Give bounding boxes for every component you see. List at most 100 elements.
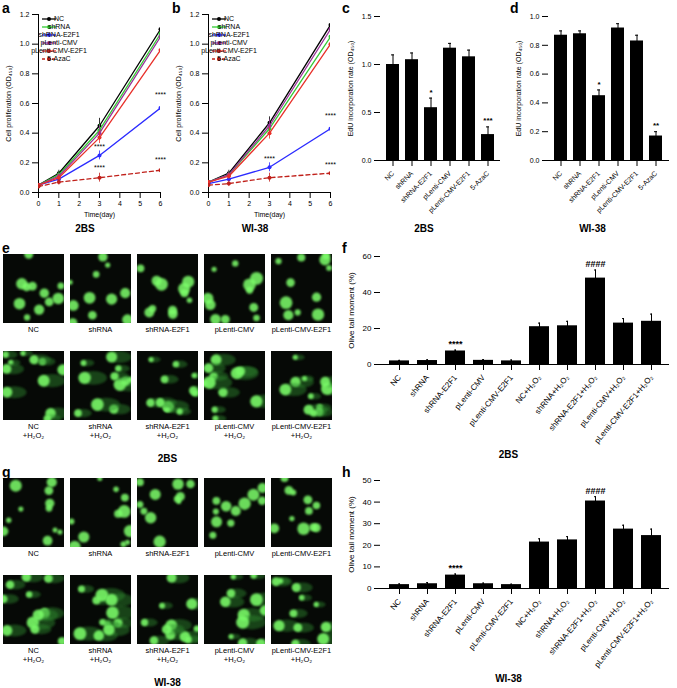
- svg-text:1.0: 1.0: [190, 40, 200, 47]
- svg-text:NC+H₂O₂: NC+H₂O₂: [23, 646, 45, 664]
- svg-text:####: ####: [585, 259, 605, 269]
- svg-text:20: 20: [363, 324, 372, 333]
- svg-text:0: 0: [37, 200, 41, 207]
- svg-text:0.4: 0.4: [20, 129, 30, 136]
- svg-text:0.6: 0.6: [530, 70, 540, 77]
- svg-text:0.0: 0.0: [530, 157, 540, 164]
- svg-text:0.0: 0.0: [362, 157, 372, 164]
- svg-text:10: 10: [363, 562, 372, 571]
- svg-text:pLenti-CMV: pLenti-CMV: [41, 39, 78, 47]
- svg-text:Olive tail moment (%): Olive tail moment (%): [347, 272, 356, 349]
- svg-text:NC+H₂O₂: NC+H₂O₂: [514, 597, 543, 629]
- svg-text:1.2: 1.2: [20, 11, 30, 18]
- svg-text:0.0: 0.0: [20, 189, 30, 196]
- svg-text:****: ****: [264, 155, 275, 162]
- svg-text:6: 6: [329, 200, 333, 207]
- svg-text:5-AzaC: 5-AzaC: [217, 55, 240, 62]
- svg-text:0: 0: [367, 584, 372, 593]
- svg-text:EdU incorporation rate (OD₄₅₀): EdU incorporation rate (OD₄₅₀): [347, 41, 355, 137]
- svg-text:shRNA+H₂O₂: shRNA+H₂O₂: [89, 422, 113, 440]
- svg-text:pLenti-CMV: pLenti-CMV: [215, 325, 255, 334]
- svg-text:2: 2: [77, 200, 81, 207]
- svg-text:0.4: 0.4: [190, 129, 200, 136]
- svg-text:NC: NC: [28, 325, 39, 334]
- svg-text:0.2: 0.2: [190, 159, 200, 166]
- svg-text:50: 50: [363, 476, 372, 485]
- svg-text:shRNA: shRNA: [218, 23, 241, 30]
- svg-text:pLenti-CMV: pLenti-CMV: [215, 549, 255, 558]
- svg-text:1.0: 1.0: [20, 40, 30, 47]
- svg-text:0.5: 0.5: [362, 109, 372, 116]
- svg-text:1.0: 1.0: [362, 61, 372, 68]
- svg-text:0.4: 0.4: [530, 99, 540, 106]
- svg-text:4: 4: [288, 200, 292, 207]
- svg-text:pLenti-CMV-E2F1: pLenti-CMV-E2F1: [595, 170, 640, 215]
- svg-text:pLenti-CMV-E2F1: pLenti-CMV-E2F1: [31, 47, 87, 55]
- svg-text:0.0: 0.0: [190, 189, 200, 196]
- svg-text:shRNA-E2F1+H₂O₂: shRNA-E2F1+H₂O₂: [547, 373, 599, 432]
- svg-text:pLenti-CMV-E2F1+H₂O₂: pLenti-CMV-E2F1+H₂O₂: [272, 646, 332, 664]
- svg-text:NC: NC: [28, 549, 39, 558]
- svg-text:####: ####: [585, 486, 605, 496]
- svg-text:shRNA-E2F1+H₂O₂: shRNA-E2F1+H₂O₂: [547, 597, 599, 656]
- svg-text:0.6: 0.6: [20, 100, 30, 107]
- svg-text:shRNA-E2F1: shRNA-E2F1: [422, 373, 460, 415]
- svg-text:5: 5: [138, 200, 142, 207]
- svg-text:****: ****: [155, 91, 166, 98]
- svg-text:pLenti-CMV-E2F1: pLenti-CMV-E2F1: [272, 549, 332, 558]
- svg-text:pLenti-CMV: pLenti-CMV: [211, 39, 248, 47]
- svg-text:****: ****: [94, 143, 105, 150]
- svg-text:Cell proliferation (OD₄₅₀): Cell proliferation (OD₄₅₀): [5, 65, 13, 141]
- svg-text:Cell proliferation (OD₄₅₀): Cell proliferation (OD₄₅₀): [175, 65, 183, 141]
- svg-text:40: 40: [363, 498, 372, 507]
- svg-text:shRNA-E2F1: shRNA-E2F1: [38, 31, 79, 38]
- svg-text:*: *: [597, 80, 601, 89]
- svg-text:pLenti-CMV-E2F1+H₂O₂: pLenti-CMV-E2F1+H₂O₂: [593, 373, 655, 445]
- svg-text:pLenti-CMV-E2F1: pLenti-CMV-E2F1: [272, 325, 332, 334]
- svg-text:shRNA-E2F1: shRNA-E2F1: [145, 549, 189, 558]
- svg-text:pLenti-CMV-E2F1: pLenti-CMV-E2F1: [201, 47, 257, 55]
- svg-text:shRNA+H₂O₂: shRNA+H₂O₂: [89, 646, 113, 664]
- svg-text:Time(day): Time(day): [84, 211, 115, 219]
- svg-text:6: 6: [159, 200, 163, 207]
- svg-text:**: **: [653, 121, 660, 130]
- svg-text:NC+H₂O₂: NC+H₂O₂: [23, 422, 45, 440]
- svg-text:shRNA-E2F1: shRNA-E2F1: [422, 597, 460, 639]
- svg-text:0.8: 0.8: [190, 70, 200, 77]
- svg-text:2: 2: [247, 200, 251, 207]
- svg-text:5-AzaC: 5-AzaC: [637, 170, 658, 191]
- svg-text:shRNA-E2F1: shRNA-E2F1: [145, 325, 189, 334]
- svg-text:*: *: [429, 88, 433, 97]
- svg-text:60: 60: [363, 252, 372, 261]
- svg-text:0.2: 0.2: [20, 159, 30, 166]
- svg-text:40: 40: [363, 288, 372, 297]
- svg-text:NC: NC: [54, 15, 64, 22]
- svg-text:shRNA: shRNA: [408, 597, 432, 623]
- svg-text:shRNA: shRNA: [89, 549, 113, 558]
- svg-text:NC+H₂O₂: NC+H₂O₂: [514, 373, 543, 405]
- svg-text:30: 30: [363, 519, 372, 528]
- svg-text:0.2: 0.2: [530, 128, 540, 135]
- svg-text:pLenti-CMV-E2F1: pLenti-CMV-E2F1: [467, 597, 515, 652]
- svg-text:1: 1: [227, 200, 231, 207]
- svg-text:****: ****: [448, 339, 463, 349]
- svg-text:5: 5: [308, 200, 312, 207]
- svg-text:5-AzaC: 5-AzaC: [47, 55, 70, 62]
- svg-text:Time(day): Time(day): [254, 211, 285, 219]
- svg-text:0.8: 0.8: [530, 42, 540, 49]
- svg-text:3: 3: [98, 200, 102, 207]
- svg-text:NC: NC: [389, 597, 403, 612]
- svg-text:pLenti-CMV-E2F1: pLenti-CMV-E2F1: [467, 373, 515, 428]
- svg-text:1.5: 1.5: [362, 13, 372, 20]
- svg-text:pLenti-CMV+H₂O₂: pLenti-CMV+H₂O₂: [215, 422, 255, 440]
- svg-text:3: 3: [268, 200, 272, 207]
- svg-text:****: ****: [325, 161, 336, 168]
- svg-text:5-AzaC: 5-AzaC: [469, 170, 490, 191]
- svg-text:***: ***: [483, 116, 493, 125]
- svg-text:0: 0: [367, 360, 372, 369]
- svg-text:****: ****: [94, 164, 105, 171]
- svg-text:****: ****: [448, 563, 463, 573]
- svg-text:****: ****: [325, 112, 336, 119]
- svg-text:shRNA: shRNA: [89, 325, 113, 334]
- svg-text:4: 4: [118, 200, 122, 207]
